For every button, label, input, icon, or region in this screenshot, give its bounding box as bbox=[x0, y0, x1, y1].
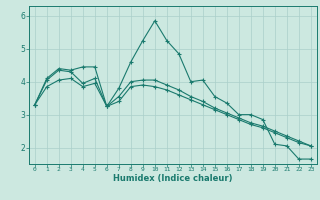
X-axis label: Humidex (Indice chaleur): Humidex (Indice chaleur) bbox=[113, 174, 233, 183]
